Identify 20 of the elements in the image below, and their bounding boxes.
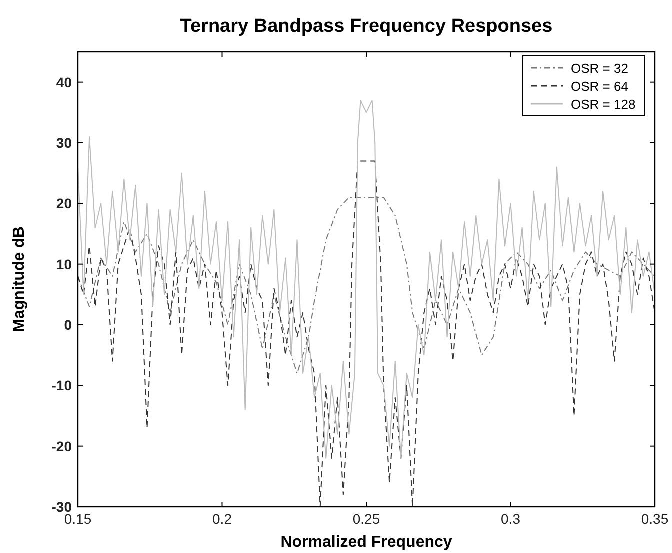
x-tick-label: 0.3: [501, 511, 521, 527]
line-series: [78, 160, 655, 507]
chart-title: Ternary Bandpass Frequency Responses: [180, 16, 553, 37]
legend-label: OSR = 32: [571, 61, 628, 76]
y-tick-label: -20: [52, 438, 72, 454]
y-tick-label: 20: [56, 196, 72, 212]
line-series: [78, 197, 655, 374]
line-series: [78, 100, 655, 459]
legend-label: OSR = 64: [571, 79, 628, 94]
x-tick-label: 0.35: [641, 511, 669, 527]
y-tick-label: 10: [56, 256, 72, 272]
x-tick-label: 0.2: [212, 511, 232, 527]
y-tick-label: -10: [52, 378, 72, 394]
y-tick-label: 40: [56, 74, 72, 90]
y-axis-title: Magnitude dB: [11, 226, 28, 332]
x-axis-title: Normalized Frequency: [280, 534, 452, 551]
x-tick-label: 0.25: [352, 511, 380, 527]
legend-label: OSR = 128: [571, 97, 636, 112]
y-tick-label: 30: [56, 135, 72, 151]
y-tick-label: 0: [64, 317, 72, 333]
